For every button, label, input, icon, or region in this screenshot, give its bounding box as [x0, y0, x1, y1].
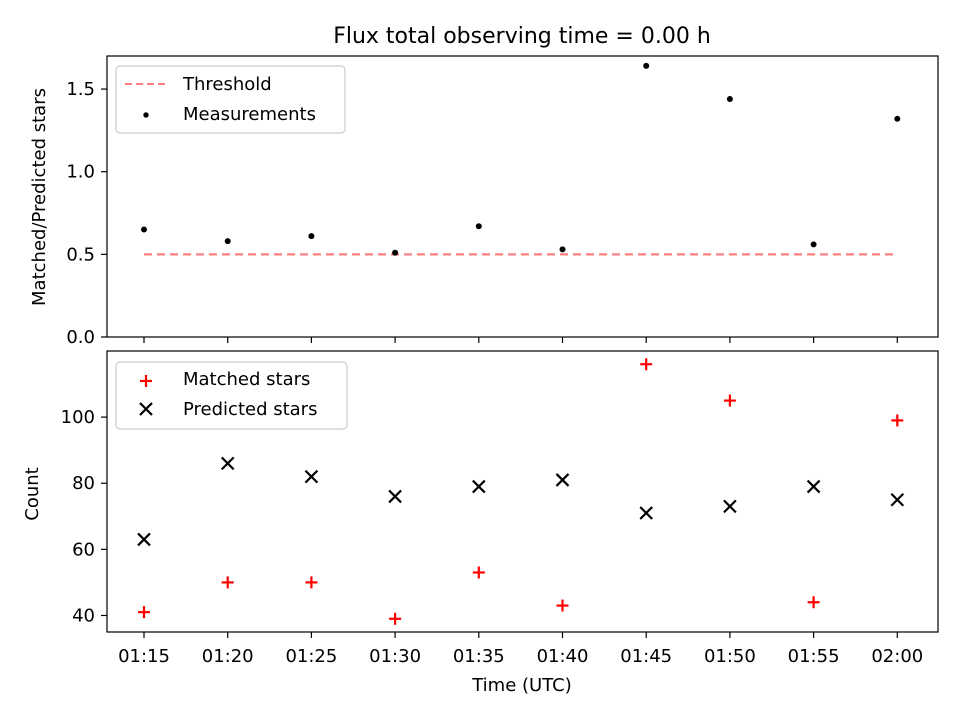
- matched-stars-point: [305, 576, 318, 589]
- predicted-stars-point-b: [137, 532, 151, 547]
- top-panel: 0.0 0.5 1.0 1.5 Matched/Predicted stars Thr…: [29, 55, 939, 348]
- top-y-tick-label: 1.5: [66, 79, 95, 100]
- top-y-tick-label: 0.0: [66, 327, 95, 348]
- bottom-legend: Matched stars Predicted stars: [115, 361, 348, 430]
- measurements-point: [475, 223, 482, 230]
- legend-predicted-swatch: [139, 402, 153, 416]
- bottom-x-ticks: 01:15 01:20 01:25 01:30 01:35 01:40 01:45 01:50…: [118, 632, 923, 667]
- predicted-stars-point-b: [220, 456, 235, 471]
- legend-matched-label: Matched stars: [183, 369, 310, 390]
- predicted-stars-point: [137, 532, 151, 547]
- matched-stars-point: [723, 394, 736, 407]
- matched-stars-point: [807, 596, 820, 609]
- predicted-stars-point: [220, 456, 235, 471]
- top-y-tick-label: 1.0: [66, 162, 95, 183]
- top-legend-box: [115, 65, 346, 134]
- matched-stars-point: [640, 358, 653, 371]
- measurements-point: [392, 249, 399, 256]
- measurements-point: [224, 238, 231, 245]
- predicted-stars-point-b: [555, 473, 570, 487]
- bottom-y-ticks: 40 60 80 100: [61, 407, 107, 626]
- measurements-point: [141, 226, 147, 233]
- predicted-stars-point-b: [472, 479, 486, 494]
- predicted-stars-point: [806, 479, 821, 494]
- predicted-stars-point: [890, 492, 905, 507]
- legend-measurements-swatch: [143, 112, 149, 118]
- measurements-point: [726, 95, 733, 102]
- matched-stars-point: [221, 576, 234, 589]
- predicted-stars-point-b: [388, 489, 402, 504]
- predicted-stars-point: [639, 506, 653, 520]
- bottom-x-axis-label: Time (UTC): [471, 675, 572, 696]
- predicted-stars-point-b: [890, 492, 905, 507]
- top-x-ticks: [143, 337, 898, 343]
- top-y-tick-label: 0.5: [66, 244, 95, 265]
- bottom-y-axis-label: Count: [22, 467, 43, 520]
- matched-stars-point: [891, 414, 904, 427]
- bottom-y-tick-label: 100: [61, 407, 95, 428]
- bottom-marks: [137, 358, 905, 625]
- measurements-point: [559, 246, 566, 253]
- legend-measurements-label: Measurements: [183, 104, 316, 125]
- bottom-x-tick-label: 01:40: [537, 646, 589, 667]
- predicted-stars-point-b: [723, 499, 737, 514]
- top-plot-frame: [106, 55, 939, 338]
- bottom-panel: 40 60 80 100 01:15 01:20 01:25 01:30 01:35 01:40…: [22, 350, 939, 696]
- bottom-x-tick-label: 01:30: [369, 646, 421, 667]
- predicted-stars-point: [388, 489, 402, 504]
- legend-predicted-label: Predicted stars: [183, 399, 317, 420]
- legend-matched-swatch: [140, 375, 152, 387]
- top-y-ticks: 0.0 0.5 1.0 1.5: [66, 79, 107, 348]
- top-y-axis-label: Matched/Predicted stars: [29, 88, 50, 306]
- bottom-x-tick-label: 01:15: [118, 646, 170, 667]
- measurements-point: [308, 233, 315, 240]
- matched-stars-point: [138, 606, 150, 619]
- top-legend: Threshold Measurements: [115, 65, 346, 134]
- measurements-point: [894, 115, 901, 122]
- top-marks: [141, 62, 901, 256]
- measurements-point: [810, 241, 817, 248]
- matched-stars-point: [556, 599, 569, 612]
- top-chart-title: Flux total observing time = 0.00 h: [333, 24, 711, 49]
- bottom-x-tick-label: 01:50: [704, 646, 756, 667]
- bottom-x-tick-label: 02:00: [871, 646, 923, 667]
- predicted-stars-point: [555, 473, 570, 487]
- bottom-x-tick-label: 01:25: [285, 646, 337, 667]
- legend-threshold-label: Threshold: [182, 74, 272, 95]
- predicted-stars-point-b: [304, 469, 319, 484]
- bottom-y-tick-label: 80: [72, 473, 95, 494]
- bottom-x-tick-label: 01:55: [788, 646, 840, 667]
- bottom-y-tick-label: 60: [72, 539, 95, 560]
- predicted-stars-point: [723, 499, 737, 514]
- predicted-stars-point: [304, 469, 319, 484]
- bottom-legend-box: [115, 361, 348, 430]
- predicted-stars-point-b: [806, 479, 821, 494]
- matched-stars-point: [389, 612, 402, 625]
- bottom-y-tick-label: 40: [72, 605, 95, 626]
- bottom-x-tick-label: 01:45: [620, 646, 672, 667]
- bottom-plot-frame: [106, 350, 939, 633]
- measurements-point: [643, 62, 650, 69]
- matched-stars-point: [472, 566, 485, 579]
- predicted-stars-point: [472, 479, 486, 494]
- bottom-x-tick-label: 01:35: [453, 646, 505, 667]
- predicted-stars-point-b: [639, 506, 653, 520]
- bottom-x-tick-label: 01:20: [202, 646, 254, 667]
